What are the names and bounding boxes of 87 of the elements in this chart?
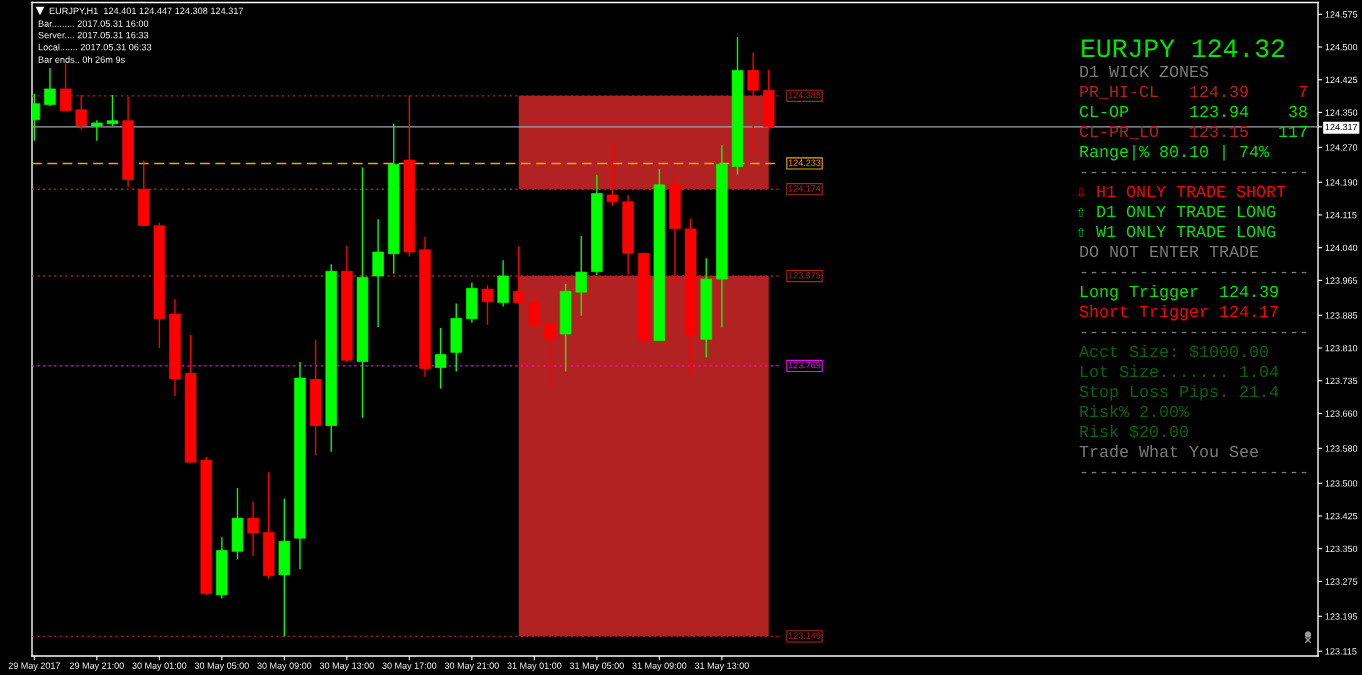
ref-line-label: 124.388 (788, 91, 821, 99)
candlestick (59, 62, 72, 112)
y-tick-label: 123.660 (1325, 410, 1358, 417)
y-tick-label: 123.580 (1325, 445, 1358, 452)
chart-title: EURJPY,H1 124.401 124.447 124.308 124.317 (49, 7, 244, 16)
x-tick-label: 31 May 09:00 (632, 662, 687, 671)
candlestick (575, 235, 587, 317)
candlestick (106, 94, 119, 127)
y-tick-label: 124.575 (1325, 11, 1358, 18)
candlestick (544, 320, 556, 389)
annotation: 38 (1289, 105, 1307, 118)
candlestick (528, 292, 541, 327)
y-tick-label: 123.195 (1325, 613, 1358, 620)
annotation: Trade What You See (1079, 444, 1258, 458)
annotation: ----------------------- (1081, 171, 1307, 174)
annotation: Long Trigger 124.39 (1080, 284, 1278, 301)
x-tick-label: 30 May 09:00 (257, 662, 312, 671)
annotation: Risk $20.00 (1080, 424, 1188, 439)
annotation: Server.... 2017.05.31 16:33 (38, 31, 149, 39)
y-tick-label: 123.885 (1325, 312, 1358, 319)
candlestick (606, 143, 619, 207)
x-tick-label: 29 May 2017 (8, 662, 60, 671)
annotation: Risk% 2.00% (1080, 404, 1190, 418)
x-tick-label: 30 May 05:00 (194, 662, 249, 671)
annotation: Range|% 80.10 | 74% (1080, 144, 1270, 161)
y-tick-label: 123.115 (1325, 648, 1357, 655)
y-tick-label: 123.275 (1325, 578, 1358, 585)
annotation: ⇧ W1 ONLY TRADE LONG (1077, 225, 1276, 238)
annotation: Short Trigger 124.17 (1079, 304, 1278, 321)
y-tick-label: 124.115 (1325, 211, 1357, 219)
annotation: 124.39 (1190, 85, 1248, 98)
annotation: Local....... 2017.05.31 06:33 (38, 43, 152, 51)
ref-line-label: 123.149 (788, 632, 821, 639)
annotation: ⇩ H1 ONLY TRADE SHORT (1077, 185, 1286, 198)
annotation: 7 (1299, 86, 1307, 97)
annotation: ⇧ D1 ONLY TRADE LONG (1077, 205, 1276, 218)
candlestick (434, 327, 447, 390)
annotation: Stop Loss Pips. 21.4 (1079, 384, 1279, 401)
candlestick (513, 245, 525, 305)
annotation: CL-PR_LO (1079, 125, 1159, 139)
y-tick-label: 123.500 (1325, 480, 1358, 487)
ref-line-label: 124.174 (788, 185, 821, 192)
annotation: PR_HI-CL (1080, 85, 1158, 99)
annotation: 123.15 (1190, 125, 1248, 138)
annotation: 123.94 (1190, 105, 1249, 118)
x-tick-label: 30 May 13:00 (319, 662, 374, 671)
y-tick-label: 123.810 (1325, 344, 1358, 352)
annotation: ----------------------- (1081, 271, 1307, 274)
x-tick-label: 31 May 05:00 (569, 662, 624, 671)
y-tick-label: 124.350 (1325, 109, 1358, 116)
y-tick-label: 124.317 (1325, 123, 1358, 131)
annotation: Lot Size....... 1.04 (1080, 364, 1279, 378)
x-tick-label: 29 May 21:00 (69, 662, 124, 671)
candlestick (91, 119, 103, 142)
candlestick (247, 500, 259, 557)
y-tick-label: 123.425 (1325, 512, 1358, 520)
annotation: CL-OP (1079, 105, 1129, 118)
annotation: Bar ends.. 0h 26m 9s (38, 56, 125, 63)
x-tick-label: 30 May 01:00 (132, 662, 187, 671)
annotation: ----------------------- (1081, 331, 1307, 334)
annotation: D1 WICK ZONES (1080, 65, 1209, 78)
ref-line-label: 123.975 (788, 272, 821, 279)
y-tick-label: 123.350 (1325, 545, 1358, 553)
annotation: EURJPY 124.32 (1082, 39, 1284, 58)
y-tick-label: 124.500 (1325, 43, 1358, 51)
x-tick-label: 31 May 01:00 (507, 662, 562, 671)
ref-line-label: 124.233 (788, 159, 821, 166)
annotation: Acct Size: $1000.00 (1079, 344, 1269, 359)
x-tick-label: 30 May 21:00 (444, 662, 499, 671)
candlestick (44, 67, 56, 107)
ref-line-label: 123.769 (788, 361, 821, 369)
y-tick-label: 124.425 (1325, 76, 1358, 84)
candlestick (372, 218, 384, 328)
y-tick-label: 124.190 (1325, 179, 1358, 186)
y-tick-label: 123.735 (1325, 377, 1358, 385)
candlestick (481, 284, 494, 326)
candlestick (75, 94, 87, 131)
annotation: ----------------------- (1081, 471, 1307, 474)
annotation: DO NOT ENTER TRADE (1080, 245, 1259, 258)
candlestick (747, 51, 759, 156)
y-tick-label: 124.040 (1325, 244, 1358, 252)
annotation: Bar......... 2017.05.31 16:00 (38, 20, 149, 27)
y-tick-label: 124.270 (1325, 144, 1358, 151)
annotation: 117 (1279, 126, 1307, 137)
y-tick-label: 123.965 (1325, 277, 1358, 284)
x-tick-label: 30 May 17:00 (382, 662, 437, 671)
x-tick-label: 31 May 13:00 (694, 662, 749, 671)
